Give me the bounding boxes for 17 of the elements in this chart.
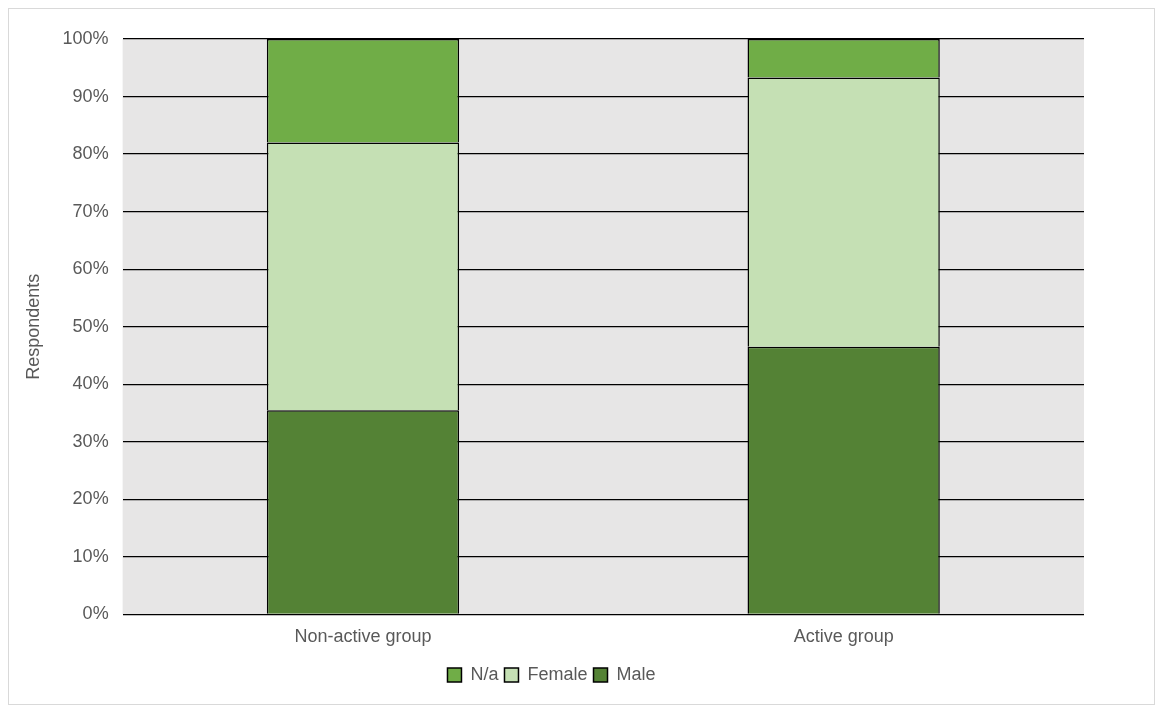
x-tick-label: Non-active group xyxy=(294,626,432,647)
y-tick-label: 100% xyxy=(62,27,109,48)
y-tick-label: 80% xyxy=(72,143,109,164)
y-tick-label: 40% xyxy=(72,373,109,394)
y-tick-label: 50% xyxy=(72,315,109,336)
y-tick-label: 20% xyxy=(72,488,109,509)
y-tick-label: 60% xyxy=(72,258,109,279)
y-tick-label: 10% xyxy=(72,545,109,566)
y-tick-label: 70% xyxy=(72,200,109,221)
y-axis-title: Respondents xyxy=(22,273,43,380)
legend-label: N/a xyxy=(470,663,500,684)
legend-label: Male xyxy=(616,663,656,684)
y-tick-label: 90% xyxy=(72,85,109,106)
y-tick-label: 0% xyxy=(82,603,109,624)
legend-label: Female xyxy=(527,663,588,684)
y-tick-label: 30% xyxy=(72,430,109,451)
x-tick-label: Active group xyxy=(793,626,894,647)
